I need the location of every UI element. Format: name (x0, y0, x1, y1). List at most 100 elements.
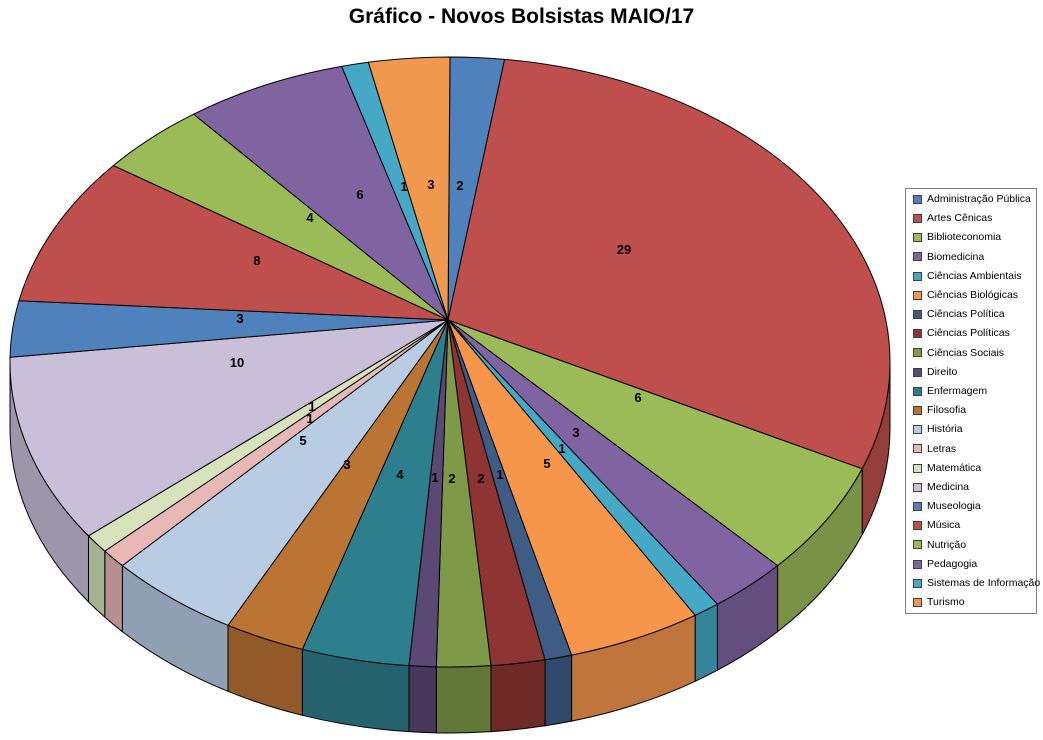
legend-item[interactable]: História (913, 424, 1034, 435)
slice-value-label: 1 (431, 470, 438, 485)
legend-label: Turismo (927, 596, 965, 609)
legend-swatch-icon (913, 540, 922, 550)
legend-swatch-icon (913, 559, 922, 569)
pie-slice-side (544, 654, 573, 727)
legend-swatch-icon (913, 598, 922, 608)
pie-slice[interactable]: Artes Cênicas: 29 (447, 58, 891, 470)
pie-slice[interactable]: Turismo: 3 (367, 56, 451, 321)
slice-value-label: 3 (343, 457, 350, 472)
legend-swatch-icon (913, 271, 922, 281)
legend-swatch-icon (913, 444, 922, 454)
legend-swatch-icon (913, 252, 922, 262)
legend-swatch-icon (913, 233, 922, 243)
legend-swatch-icon (913, 521, 922, 531)
pie-slice-side (490, 659, 546, 733)
chart-legend: Administração Pública Artes Cênicas Biblio… (905, 188, 1040, 614)
pie-slice-side (408, 665, 437, 734)
legend-label: Matemática (927, 461, 982, 474)
slice-value-label: 8 (253, 253, 260, 268)
legend-item[interactable]: Nutrição (913, 540, 1034, 551)
legend-item[interactable]: Pedagogia (913, 559, 1034, 570)
pie-slice[interactable]: Medicina: 10 (9, 319, 449, 537)
legend-label: Ciências Sociais (927, 346, 1005, 359)
legend-label: Sistemas de Informação (927, 577, 1041, 590)
legend-label: Letras (927, 442, 957, 455)
legend-label: Pedagogia (927, 557, 978, 570)
legend-item[interactable]: Matemática (913, 463, 1034, 474)
legend-swatch-icon (913, 425, 922, 435)
legend-swatch-icon (913, 502, 922, 511)
chart-title: Gráfico - Novos Bolsistas MAIO/17 (348, 5, 695, 28)
legend-item[interactable]: Música (913, 520, 1034, 531)
slice-value-label: 5 (543, 456, 550, 471)
slice-value-label: 1 (400, 179, 407, 194)
legend-item[interactable]: Administração Pública (913, 194, 1034, 205)
legend-item[interactable]: Filosofia (913, 405, 1034, 416)
legend-swatch-icon (913, 309, 922, 319)
pie-slice[interactable]: Pedagogia: 6 (193, 65, 449, 321)
legend-label: Música (927, 519, 961, 532)
legend-item[interactable]: Biomedicina (913, 252, 1034, 263)
legend-swatch-icon (913, 578, 922, 588)
slice-value-label: 29 (617, 242, 631, 257)
legend-label: Medicina (927, 481, 970, 494)
legend-label: História (927, 423, 963, 436)
legend-item[interactable]: Ciências Sociais (913, 348, 1034, 359)
slice-value-label: 4 (396, 467, 404, 482)
legend-label: Ciências Biológicas (927, 289, 1019, 302)
slice-value-label: 3 (427, 177, 434, 192)
legend-swatch-icon (913, 213, 922, 223)
legend-item[interactable]: Medicina (913, 482, 1034, 493)
legend-item[interactable]: Ciências Biológicas (913, 290, 1034, 301)
slice-value-label: 4 (306, 210, 314, 225)
legend-label: Ciências Ambientais (927, 269, 1022, 282)
slice-value-label: 1 (558, 441, 565, 456)
pie-slice[interactable]: Biblioteconomia: 6 (447, 319, 863, 567)
legend-label: Administração Pública (927, 193, 1031, 205)
legend-swatch-icon (913, 329, 922, 339)
pie-slice-group: Administração Pública: 2Artes Cênicas: 2… (9, 56, 891, 668)
legend-item[interactable]: Museologia (913, 501, 1034, 512)
legend-item[interactable]: Biblioteconomia (913, 232, 1034, 243)
legend-swatch-icon (913, 463, 922, 473)
legend-label: Biomedicina (927, 250, 985, 263)
legend-label: Biblioteconomia (927, 231, 1002, 244)
slice-value-label: 1 (496, 467, 503, 482)
pie-slice[interactable]: Música: 8 (18, 165, 449, 321)
legend-item[interactable]: Artes Cênicas (913, 213, 1034, 224)
slice-value-label: 1 (308, 399, 315, 414)
pie-slice-side (435, 665, 492, 734)
legend-swatch-icon (913, 367, 922, 377)
legend-swatch-icon (913, 348, 922, 358)
legend-swatch-icon (913, 405, 922, 415)
legend-swatch-icon (913, 482, 922, 492)
legend-label: Enfermagem (927, 385, 988, 398)
legend-item[interactable]: Ciências Políticas (913, 328, 1034, 339)
legend-item[interactable]: Turismo (913, 597, 1034, 608)
legend-item[interactable]: Direito (913, 367, 1034, 378)
legend-label: Ciências Políticas (927, 327, 1010, 340)
legend-label: Nutrição (927, 538, 967, 551)
slice-value-label: 2 (448, 471, 455, 486)
pie-slice-side (694, 603, 718, 683)
legend-swatch-icon (913, 386, 922, 396)
slice-value-label: 10 (230, 355, 244, 370)
legend-item[interactable]: Ciências Política (913, 309, 1034, 320)
legend-item[interactable]: Enfermagem (913, 386, 1034, 397)
legend-label: Museologia (927, 500, 981, 513)
slice-value-label: 2 (456, 178, 463, 193)
legend-swatch-icon (913, 290, 922, 300)
slice-value-label: 5 (299, 433, 306, 448)
slice-value-label: 3 (236, 311, 243, 326)
legend-item[interactable]: Ciências Ambientais (913, 271, 1034, 282)
legend-label: Filosofia (927, 404, 967, 417)
legend-swatch-icon (913, 194, 922, 204)
legend-item[interactable]: Letras (913, 444, 1034, 455)
slice-value-label: 2 (477, 471, 484, 486)
slice-value-label: 1 (306, 411, 313, 426)
slice-value-label: 6 (356, 187, 363, 202)
legend-item[interactable]: Sistemas de Informação (913, 578, 1040, 589)
